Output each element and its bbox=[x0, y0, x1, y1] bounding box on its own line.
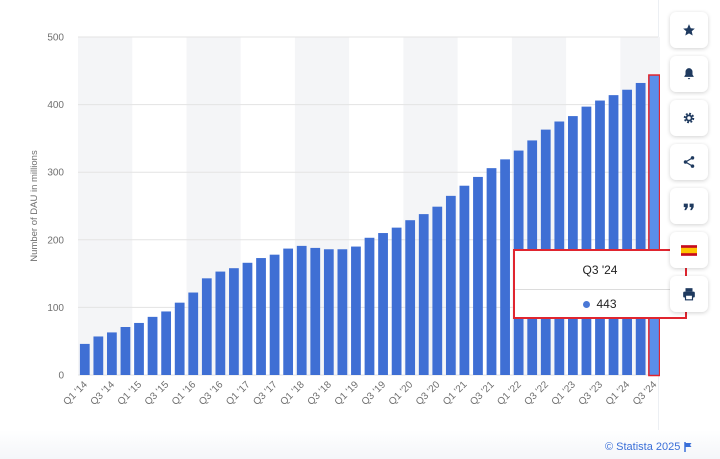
bar[interactable] bbox=[500, 159, 510, 375]
bell-icon bbox=[684, 68, 694, 80]
bar[interactable] bbox=[201, 278, 212, 375]
bar[interactable] bbox=[378, 233, 388, 375]
x-tick-label: Q3 '19 bbox=[360, 379, 389, 408]
y-tick-label: 200 bbox=[47, 235, 64, 246]
bar[interactable] bbox=[635, 82, 646, 375]
bar[interactable] bbox=[608, 95, 619, 376]
bar[interactable] bbox=[364, 237, 375, 375]
print-button[interactable] bbox=[670, 276, 708, 312]
bar[interactable] bbox=[554, 121, 565, 376]
spain-flag-icon bbox=[681, 244, 697, 256]
y-tick-label: 500 bbox=[47, 33, 64, 44]
bar[interactable] bbox=[323, 249, 334, 375]
quote-icon bbox=[683, 203, 694, 211]
x-tick-label: Q3 '21 bbox=[468, 379, 497, 408]
bar[interactable] bbox=[79, 343, 90, 375]
bar[interactable] bbox=[391, 227, 402, 375]
toolbar-sidebar bbox=[670, 12, 710, 312]
tooltip-value-row: 443 bbox=[515, 290, 685, 318]
x-tick-label: Q3 '16 bbox=[197, 379, 226, 408]
credit-text: © Statista 2025 bbox=[605, 441, 681, 453]
language-button[interactable] bbox=[670, 232, 708, 268]
bar[interactable] bbox=[256, 258, 266, 375]
bar[interactable] bbox=[445, 195, 456, 375]
notification-button[interactable] bbox=[670, 56, 708, 92]
bar[interactable] bbox=[229, 268, 239, 375]
x-tick-label: Q1 '19 bbox=[333, 379, 362, 408]
bar[interactable] bbox=[595, 100, 605, 375]
settings-button[interactable] bbox=[670, 100, 708, 136]
series-dot-icon bbox=[583, 300, 591, 308]
x-tick-label: Q1 '16 bbox=[170, 379, 199, 408]
y-tick-label: 400 bbox=[47, 100, 64, 111]
bar[interactable] bbox=[296, 245, 307, 375]
bar[interactable] bbox=[486, 168, 497, 375]
share-icon bbox=[683, 156, 695, 168]
bar[interactable] bbox=[337, 249, 348, 375]
highlight-outline bbox=[648, 74, 660, 377]
bar[interactable] bbox=[242, 262, 253, 375]
tooltip-value: 443 bbox=[596, 297, 617, 311]
x-tick-label: Q1 '14 bbox=[62, 379, 91, 408]
x-tick-label: Q3 '15 bbox=[143, 379, 172, 408]
gear-icon bbox=[683, 112, 695, 124]
x-tick-label: Q3 '17 bbox=[251, 379, 280, 408]
x-tick-label: Q1 '24 bbox=[604, 379, 633, 408]
bar[interactable] bbox=[459, 185, 470, 375]
x-tick-label: Q1 '15 bbox=[116, 379, 145, 408]
x-tick-label: Q3 '23 bbox=[577, 379, 606, 408]
cite-button[interactable] bbox=[670, 188, 708, 224]
bar[interactable] bbox=[283, 248, 294, 375]
share-button[interactable] bbox=[670, 144, 708, 180]
x-tick-label: Q3 '14 bbox=[89, 379, 118, 408]
x-tick-label: Q1 '20 bbox=[387, 379, 416, 408]
bar[interactable] bbox=[649, 75, 660, 376]
bar[interactable] bbox=[174, 302, 185, 375]
bar[interactable] bbox=[473, 176, 483, 375]
x-tick-label: Q3 '20 bbox=[414, 379, 443, 408]
tooltip: Q3 '24 443 bbox=[513, 249, 687, 319]
x-tick-label: Q1 '22 bbox=[495, 379, 524, 408]
bar[interactable] bbox=[107, 332, 117, 375]
favorite-button[interactable] bbox=[670, 12, 708, 48]
x-tick-label: Q3 '24 bbox=[631, 379, 660, 408]
bar[interactable] bbox=[405, 220, 416, 375]
bar[interactable] bbox=[147, 316, 158, 375]
bar[interactable] bbox=[310, 247, 321, 375]
bar[interactable] bbox=[432, 206, 443, 375]
bar[interactable] bbox=[188, 292, 199, 375]
x-tick-label: Q3 '22 bbox=[522, 379, 551, 408]
flag-marker-icon bbox=[684, 442, 692, 452]
bar[interactable] bbox=[351, 246, 361, 375]
bar[interactable] bbox=[622, 89, 632, 375]
tooltip-title: Q3 '24 bbox=[515, 251, 685, 290]
print-icon bbox=[683, 288, 695, 301]
y-tick-label: 300 bbox=[47, 168, 64, 179]
bar[interactable] bbox=[567, 116, 578, 375]
bar[interactable] bbox=[93, 336, 104, 375]
y-axis-label: Number of DAU in millions bbox=[29, 150, 40, 262]
x-tick-label: Q1 '21 bbox=[441, 379, 470, 408]
bar[interactable] bbox=[581, 106, 592, 376]
bar[interactable] bbox=[269, 254, 280, 375]
y-tick-label: 100 bbox=[47, 303, 64, 314]
x-tick-label: Q1 '17 bbox=[224, 379, 253, 408]
bar[interactable] bbox=[161, 311, 172, 375]
year-band bbox=[78, 37, 133, 375]
bar[interactable] bbox=[120, 327, 131, 375]
x-tick-label: Q1 '23 bbox=[550, 379, 579, 408]
statista-credit-link[interactable]: © Statista 2025 bbox=[605, 441, 693, 453]
y-tick-label: 0 bbox=[58, 371, 64, 382]
x-tick-label: Q1 '18 bbox=[278, 379, 307, 408]
bottom-fade bbox=[0, 430, 720, 459]
star-icon bbox=[683, 24, 695, 36]
bar[interactable] bbox=[418, 214, 429, 375]
bar[interactable] bbox=[215, 271, 226, 375]
bar[interactable] bbox=[134, 322, 144, 375]
x-tick-label: Q3 '18 bbox=[306, 379, 335, 408]
